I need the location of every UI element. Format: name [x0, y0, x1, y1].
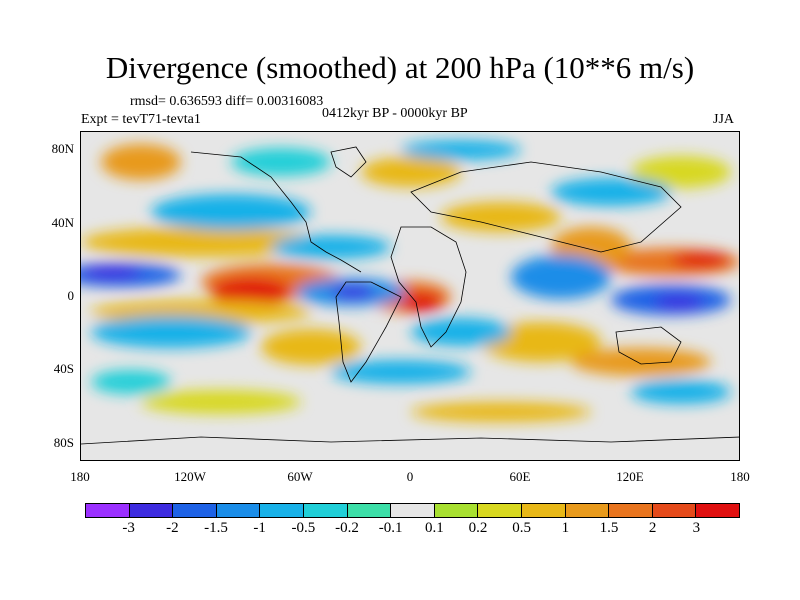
colorbar-swatch — [303, 504, 348, 517]
coast-greenland — [330, 146, 367, 178]
colorbar — [85, 503, 740, 518]
colorbar-label: 1 — [561, 520, 570, 536]
experiment-label: Expt = tevT71-tevta1 — [81, 112, 201, 127]
stats-label: rmsd= 0.636593 diff= 0.00316083 — [130, 94, 324, 109]
period-label: 0412kyr BP - 0000kyr BP — [322, 106, 468, 121]
colorbar-label: 3 — [692, 520, 701, 536]
lon-tick-label: 120W — [174, 469, 206, 484]
field-blob — [101, 144, 181, 180]
colorbar-label: -0.2 — [335, 520, 359, 536]
colorbar-label: -1 — [253, 520, 266, 536]
field-blob — [231, 148, 331, 176]
colorbar-label: -2 — [166, 520, 179, 536]
coast-antarctica — [81, 436, 739, 445]
field-blob — [91, 370, 171, 394]
divergence-field — [81, 140, 739, 422]
colorbar-label: 0.5 — [512, 520, 532, 536]
lon-tick-label: 0 — [406, 469, 414, 484]
lon-tick-label: 180 — [70, 469, 90, 484]
lon-tick-label: 120E — [616, 469, 644, 484]
field-blob — [441, 202, 561, 232]
field-blob — [81, 227, 321, 257]
colorbar-label: 1.5 — [599, 520, 619, 536]
colorbar-swatch — [434, 504, 479, 517]
colorbar-label: -1.5 — [204, 520, 228, 536]
field-blob — [331, 360, 471, 384]
colorbar-swatch — [478, 504, 522, 517]
field-blob — [671, 252, 731, 268]
field-blob — [399, 292, 443, 312]
colorbar-swatch — [565, 504, 610, 517]
map-panel — [80, 131, 740, 461]
field-blob — [211, 278, 291, 306]
field-blob — [331, 285, 375, 299]
colorbar-swatch — [696, 504, 739, 517]
coastlines — [81, 146, 739, 445]
season-label: JJA — [713, 112, 735, 127]
field-blob — [271, 235, 391, 259]
colorbar-swatch — [609, 504, 653, 517]
field-blob — [551, 178, 671, 206]
divergence-map — [81, 132, 739, 460]
colorbar-swatch — [129, 504, 174, 517]
lat-tick-label: 80N — [51, 141, 74, 157]
colorbar-swatch — [260, 504, 304, 517]
field-blob — [91, 316, 251, 348]
colorbar-swatch — [347, 504, 392, 517]
field-blob — [151, 194, 311, 230]
colorbar-swatch — [652, 504, 697, 517]
field-blob — [511, 255, 611, 299]
colorbar-swatch — [216, 504, 261, 517]
colorbar-label: 0.2 — [468, 520, 488, 536]
field-blob — [631, 156, 731, 188]
lat-tick-label: 80S — [53, 434, 74, 450]
field-blob — [81, 265, 141, 279]
colorbar-swatch — [521, 504, 566, 517]
colorbar-label: -0.5 — [291, 520, 316, 536]
colorbar-label: 0.1 — [424, 520, 444, 536]
coast-australia — [615, 326, 682, 365]
field-blob — [141, 390, 301, 414]
colorbar-swatch — [391, 504, 435, 517]
colorbar-label: 2 — [648, 520, 657, 536]
field-blob — [571, 348, 711, 376]
plot-title: Divergence (smoothed) at 200 hPa (10**6 … — [105, 50, 695, 85]
coast-africa — [390, 226, 467, 348]
lon-tick-label: 60W — [287, 469, 313, 484]
colorbar-label: -3 — [122, 520, 135, 536]
coast-eurasia — [410, 161, 682, 253]
lon-tick-label: 180 — [730, 469, 750, 484]
colorbar-swatch — [173, 504, 217, 517]
lat-tick-label: 40S — [53, 361, 74, 377]
coast-south-america — [335, 281, 402, 383]
colorbar-label: -0.1 — [378, 520, 403, 536]
lat-tick-label: 0 — [67, 288, 75, 303]
field-blob — [654, 295, 704, 309]
field-blob — [401, 140, 521, 160]
field-blob — [261, 329, 361, 365]
field-blob — [361, 157, 461, 187]
colorbar-swatch — [86, 504, 130, 517]
field-blob — [411, 402, 591, 422]
lon-tick-label: 60E — [509, 469, 531, 484]
field-blob — [631, 380, 731, 404]
lat-tick-label: 40N — [51, 214, 74, 230]
field-blob — [411, 318, 511, 346]
coast-north-america — [190, 151, 362, 273]
